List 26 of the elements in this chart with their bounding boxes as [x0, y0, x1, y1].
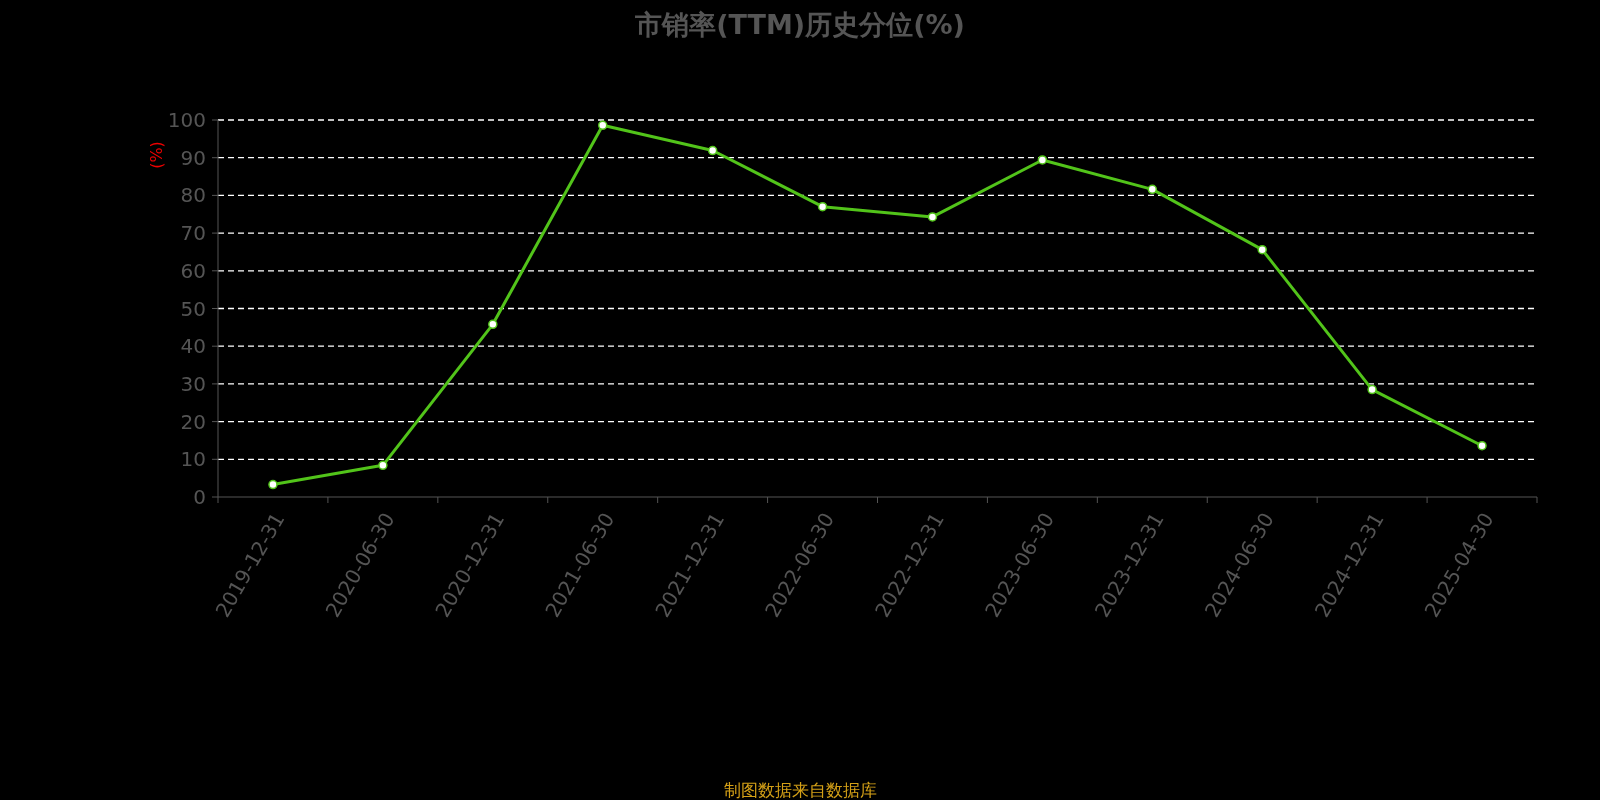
y-tick-label: 0: [193, 485, 206, 509]
y-tick-label: 40: [180, 334, 206, 359]
y-tick-label: 50: [180, 296, 206, 321]
point: [1147, 184, 1158, 195]
y-tick-label: 100: [167, 108, 206, 132]
y-tick-label: 80: [180, 183, 206, 208]
point: [817, 201, 828, 212]
y-tick-label: 20: [180, 409, 206, 434]
point: [488, 319, 498, 330]
point: [597, 120, 608, 131]
point: [378, 460, 388, 471]
y-tick-label: 60: [180, 258, 206, 283]
y-tick-label: 10: [180, 447, 206, 472]
y-tick-label: 90: [180, 145, 206, 170]
point: [268, 479, 278, 490]
text: 制图数据来自数据库: [723, 780, 877, 800]
point: [1257, 244, 1267, 255]
point: [1477, 440, 1487, 451]
point: [1037, 155, 1048, 165]
point: [927, 212, 938, 222]
chart-title: 市销率(TTM)历史分位(%): [634, 9, 965, 40]
point: [1367, 384, 1377, 395]
y-tick-label: 70: [180, 221, 206, 246]
point: [707, 145, 718, 156]
y-axis-title: (%): [147, 141, 166, 169]
y-tick-label: 30: [180, 371, 206, 396]
